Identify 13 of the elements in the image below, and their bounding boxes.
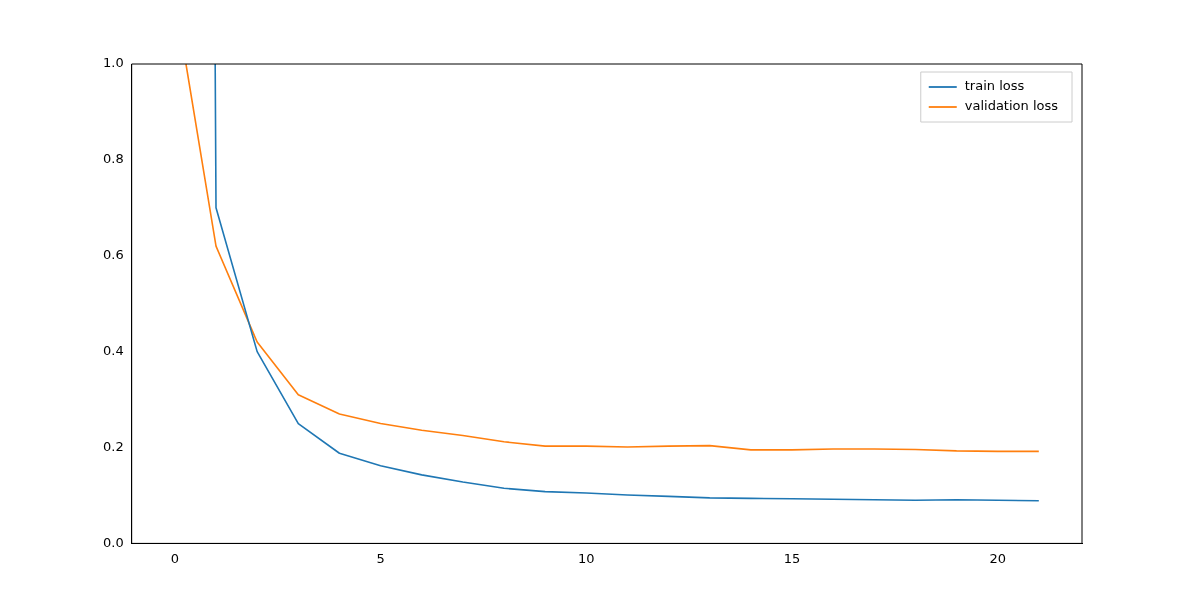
y-tick-label: 0.0 [102,534,124,550]
y-tick-label: 0.4 [102,343,124,359]
x-tick-label: 20 [989,550,1006,566]
y-tick-label: 1.0 [102,55,124,71]
x-tick-label: 10 [577,550,595,566]
x-tick-label: 0 [170,550,180,566]
y-tick-label: 0.2 [102,438,124,454]
x-tick-label: 5 [376,550,385,566]
legend-label: validation loss [964,98,1059,114]
legend-label: train loss [964,78,1025,94]
y-tick-label: 0.6 [102,247,124,263]
y-tick-label: 0.8 [102,151,124,167]
x-tick-label: 15 [783,550,801,566]
